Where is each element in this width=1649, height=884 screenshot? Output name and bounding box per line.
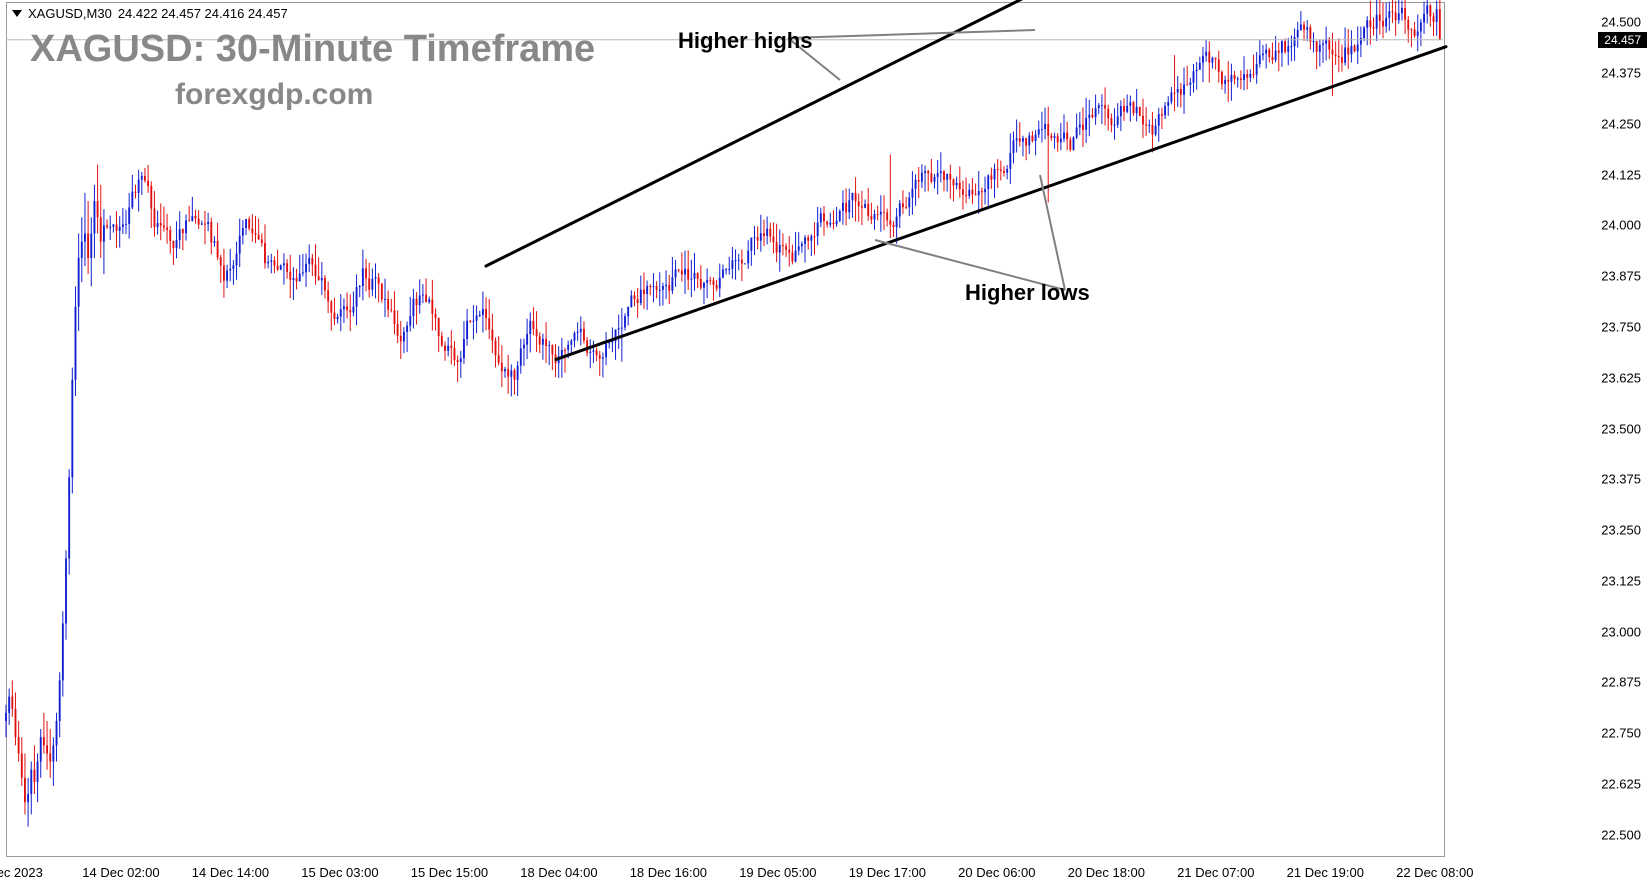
x-tick-label: 13 Dec 2023 [0,865,43,880]
y-tick-label: 24.375 [1601,66,1641,81]
watermark-text: forexgdp.com [175,78,373,112]
x-tick-label: 19 Dec 17:00 [849,865,926,880]
x-tick-label: 14 Dec 14:00 [192,865,269,880]
y-tick-label: 23.000 [1601,624,1641,639]
chart-svg [0,0,1649,884]
y-tick-label: 23.250 [1601,523,1641,538]
x-tick-label: 22 Dec 08:00 [1396,865,1473,880]
y-tick-label: 23.875 [1601,269,1641,284]
chart-annotation: Higher lows [965,280,1090,306]
y-tick-label: 23.750 [1601,319,1641,334]
x-tick-label: 18 Dec 16:00 [630,865,707,880]
symbol-text: XAGUSD,M30 [28,6,112,21]
y-tick-label: 24.250 [1601,116,1641,131]
chart-container: XAGUSD,M30 24.422 24.457 24.416 24.457 X… [0,0,1649,884]
x-tick-label: 19 Dec 05:00 [739,865,816,880]
current-price-badge: 24.457 [1598,32,1647,48]
x-tick-label: 21 Dec 19:00 [1287,865,1364,880]
y-tick-label: 24.000 [1601,218,1641,233]
ohlc-text: 24.422 24.457 24.416 24.457 [118,6,288,21]
x-tick-label: 20 Dec 06:00 [958,865,1035,880]
x-tick-label: 15 Dec 15:00 [411,865,488,880]
y-tick-label: 22.500 [1601,827,1641,842]
y-tick-label: 23.125 [1601,573,1641,588]
x-tick-label: 18 Dec 04:00 [520,865,597,880]
y-tick-label: 23.500 [1601,421,1641,436]
y-tick-label: 22.750 [1601,726,1641,741]
dropdown-triangle-icon[interactable] [12,10,22,17]
y-tick-label: 24.500 [1601,15,1641,30]
x-tick-label: 15 Dec 03:00 [301,865,378,880]
chart-annotation: Higher highs [678,28,812,54]
x-tick-label: 21 Dec 07:00 [1177,865,1254,880]
chart-title-overlay: XAGUSD: 30-Minute Timeframe [30,28,595,71]
x-tick-label: 20 Dec 18:00 [1068,865,1145,880]
y-tick-label: 23.625 [1601,370,1641,385]
y-tick-label: 22.625 [1601,776,1641,791]
y-tick-label: 23.375 [1601,472,1641,487]
symbol-info-bar: XAGUSD,M30 24.422 24.457 24.416 24.457 [12,6,288,21]
x-tick-label: 14 Dec 02:00 [82,865,159,880]
y-tick-label: 22.875 [1601,675,1641,690]
y-tick-label: 24.125 [1601,167,1641,182]
